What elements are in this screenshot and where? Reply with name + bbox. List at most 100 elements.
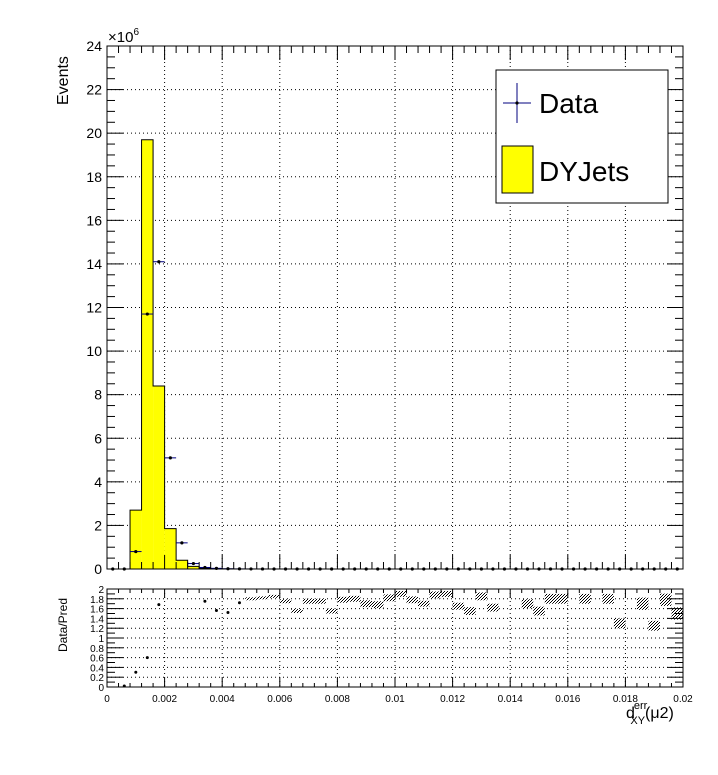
ratio-y-tick-label: 0.2 bbox=[90, 673, 104, 684]
ratio-y-tick-label: 1.6 bbox=[90, 605, 104, 616]
ratio-error-band bbox=[556, 593, 568, 604]
y-multiplier-exponent: 6 bbox=[133, 27, 139, 38]
x-tick-label: 0.012 bbox=[440, 694, 465, 705]
main-y-tick-label: 14 bbox=[86, 256, 102, 272]
legend-mc-label: DYJets bbox=[539, 156, 629, 187]
x-tick-label: 0.004 bbox=[210, 694, 235, 705]
x-tick-label: 0 bbox=[104, 694, 110, 705]
main-y-tick-label: 16 bbox=[86, 212, 102, 228]
x-tick-label: 0.01 bbox=[385, 694, 405, 705]
ratio-y-tick-label: 0.6 bbox=[90, 654, 104, 665]
ratio-error-band bbox=[452, 602, 465, 610]
mc-bar bbox=[164, 528, 177, 569]
ratio-ticks bbox=[106, 588, 684, 688]
ratio-error-band bbox=[533, 606, 545, 616]
ratio-error-band bbox=[418, 600, 430, 607]
x-axis-title-main: d bbox=[626, 705, 635, 722]
ratio-y-tick-label: 0 bbox=[98, 683, 104, 694]
legend: Data DYJets bbox=[495, 69, 669, 204]
ratio-y-tick-label: 1 bbox=[98, 634, 104, 645]
legend-data-label: Data bbox=[539, 88, 599, 119]
ratio-error-band bbox=[291, 609, 303, 614]
ratio-point bbox=[226, 611, 230, 615]
x-tick-label: 0.02 bbox=[673, 694, 693, 705]
ratio-error-band bbox=[348, 595, 361, 602]
main-y-tick-label: 12 bbox=[86, 300, 102, 316]
mc-bar bbox=[176, 560, 188, 569]
data-point bbox=[180, 541, 184, 545]
main-ticks bbox=[106, 45, 684, 570]
ratio-error-band bbox=[659, 593, 672, 606]
x-tick-label: 0.018 bbox=[613, 694, 638, 705]
x-axis-title-sub: XY bbox=[630, 715, 645, 727]
main-y-tick-label: 8 bbox=[94, 387, 102, 403]
main-y-tick-label: 24 bbox=[86, 38, 102, 54]
main-y-tick-label: 6 bbox=[94, 430, 102, 446]
ratio-error-band bbox=[429, 591, 442, 599]
x-tick-label: 0.014 bbox=[498, 694, 523, 705]
data-point bbox=[134, 549, 138, 554]
main-y-tick-label: 18 bbox=[86, 169, 102, 185]
y-multiplier-base: ×10 bbox=[108, 29, 133, 46]
mc-bar bbox=[141, 139, 154, 569]
mc-bar bbox=[153, 385, 165, 569]
x-tick-label: 0.016 bbox=[555, 694, 580, 705]
ratio-point bbox=[145, 656, 149, 660]
ratio-point bbox=[203, 599, 207, 603]
ratio-error-band bbox=[279, 599, 292, 604]
x-axis-title-sup: err bbox=[634, 700, 648, 712]
ratio-error-band bbox=[648, 620, 660, 631]
ratio-error-band bbox=[636, 597, 649, 610]
ratio-points bbox=[122, 599, 241, 688]
ratio-y-tick-label: 1.4 bbox=[90, 614, 104, 625]
x-tick-label: 0.008 bbox=[325, 694, 350, 705]
ratio-y-tick-label: 1.2 bbox=[90, 624, 104, 635]
legend-mc-swatch bbox=[501, 145, 534, 194]
ratio-grid bbox=[107, 589, 683, 687]
ratio-error-band bbox=[395, 590, 407, 597]
ratio-error-band bbox=[602, 593, 614, 604]
ratio-error-band bbox=[383, 594, 395, 602]
x-tick-labels: 0 0.002 0.004 0.006 0.008 0.01 0.012 0.014 0.016… bbox=[104, 694, 693, 705]
data-point bbox=[168, 456, 172, 460]
ratio-error-band bbox=[325, 608, 338, 614]
ratio-y-tick-label: 1.8 bbox=[90, 595, 104, 606]
ratio-error-band bbox=[314, 598, 326, 604]
main-y-tick-label: 10 bbox=[86, 343, 102, 359]
ratio-error-band bbox=[521, 599, 534, 609]
ratio-error-band bbox=[245, 597, 257, 601]
x-axis-title: derr XY(μ2) bbox=[626, 700, 674, 727]
ratio-error-band bbox=[406, 596, 419, 604]
y-multiplier: ×106 bbox=[108, 27, 139, 46]
ratio-y-tick-label: 0.4 bbox=[90, 663, 104, 674]
ratio-error-band bbox=[579, 593, 591, 604]
ratio-y-tick-label: 2 bbox=[98, 585, 104, 596]
ratio-error-band bbox=[475, 592, 488, 601]
ratio-error-band bbox=[302, 598, 315, 604]
main-y-tick-label: 2 bbox=[94, 517, 102, 533]
legend-data-marker bbox=[503, 83, 531, 123]
ratio-point bbox=[214, 609, 218, 613]
ratio-error-band bbox=[360, 600, 372, 608]
ratio-point bbox=[157, 603, 161, 607]
ratio-point bbox=[237, 601, 241, 605]
x-axis-title-tail: (μ2) bbox=[645, 705, 674, 722]
mc-bar bbox=[130, 510, 142, 569]
ratio-error-band bbox=[613, 618, 626, 629]
main-y-tick-label: 20 bbox=[86, 125, 102, 141]
ratio-y-tick-label: 0.8 bbox=[90, 644, 104, 655]
ratio-y-axis-title: Data/Pred bbox=[56, 598, 70, 652]
ratio-error-band bbox=[544, 593, 557, 604]
data-point bbox=[191, 561, 195, 566]
x-tick-label: 0.006 bbox=[267, 694, 292, 705]
ratio-error-band bbox=[441, 590, 453, 597]
ratio-error-band bbox=[371, 601, 384, 609]
ratio-error-band bbox=[337, 596, 349, 603]
main-y-tick-label: 22 bbox=[86, 82, 102, 98]
main-y-tick-label: 4 bbox=[94, 474, 102, 490]
data-point bbox=[157, 260, 161, 264]
data-point bbox=[203, 565, 207, 570]
